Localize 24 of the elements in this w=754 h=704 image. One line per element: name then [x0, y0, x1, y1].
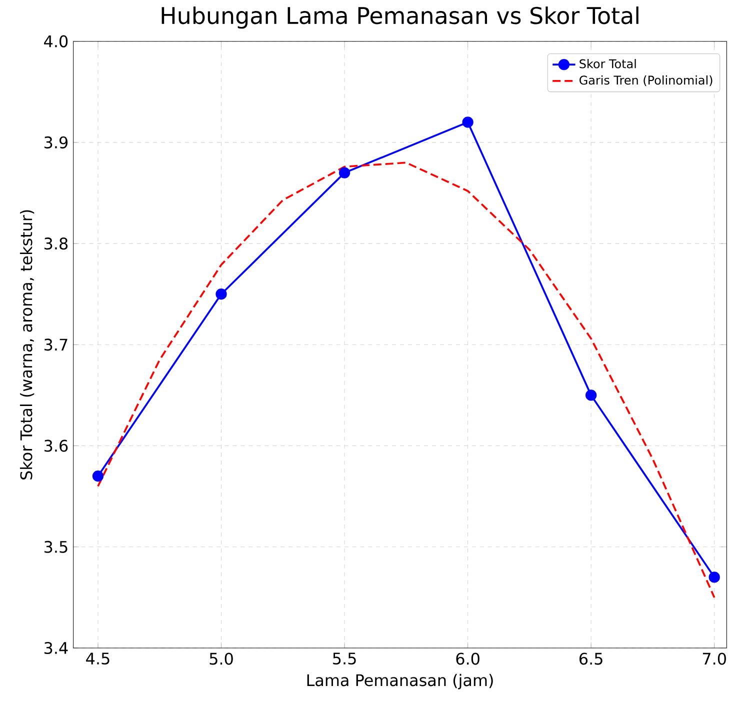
legend-label: Garis Tren (Polinomial) — [580, 75, 712, 86]
y-tick-label: 3.8 — [44, 238, 68, 250]
x-tick-label: 7.0 — [702, 652, 726, 665]
y-tick-label: 4.0 — [44, 35, 68, 48]
y-tick-label: 3.5 — [44, 540, 68, 553]
y-tick-label: 3.9 — [44, 136, 68, 148]
point — [462, 116, 474, 128]
x-tick-label: 5.0 — [210, 652, 233, 665]
point — [92, 470, 104, 482]
point — [708, 572, 720, 583]
point — [338, 167, 350, 178]
x-tick-label: 4.5 — [86, 652, 110, 665]
x-axis-title: Lama Pemanasan (jam) — [307, 674, 493, 690]
y-tick-label: 3.7 — [44, 338, 68, 351]
chart-title: Hubungan Lama Pemanasan vs Skor Total — [162, 6, 638, 29]
point — [585, 390, 597, 401]
x-tick-label: 5.5 — [333, 652, 356, 665]
x-tick-label: 6.5 — [580, 652, 602, 665]
point — [216, 288, 227, 300]
y-tick-label: 3.4 — [44, 642, 68, 654]
legend-label: Skor Total — [580, 59, 636, 68]
x-tick-label: 6.0 — [456, 652, 480, 665]
y-axis-title: Skor Total (warna, aroma, tekstur) — [20, 210, 34, 480]
y-tick-label: 3.6 — [44, 440, 68, 452]
